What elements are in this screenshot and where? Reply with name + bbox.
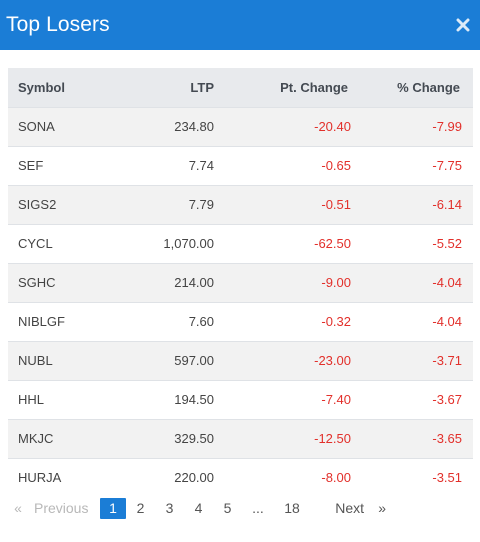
pt-change-cell: -0.51: [214, 185, 351, 224]
modal-title: Top Losers: [6, 13, 110, 37]
ltp-cell: 220.00: [136, 458, 214, 497]
table-row[interactable]: SIGS2 7.79 -0.51 -6.14: [8, 185, 473, 224]
previous-button[interactable]: Previous: [28, 498, 100, 519]
pt-change-cell: -7.40: [214, 380, 351, 419]
column-header-ltp[interactable]: LTP: [136, 68, 214, 107]
table-row[interactable]: CYCL 1,070.00 -62.50 -5.52: [8, 224, 473, 263]
symbol-cell[interactable]: NUBL: [8, 341, 136, 380]
table-header-row: Symbol LTP Pt. Change % Change: [8, 68, 473, 107]
column-header-pt-change[interactable]: Pt. Change: [214, 68, 351, 107]
pct-change-cell: -3.65: [351, 419, 473, 458]
previous-arrow: «: [8, 498, 28, 519]
column-header-symbol[interactable]: Symbol: [8, 68, 136, 107]
pt-change-cell: -23.00: [214, 341, 351, 380]
symbol-cell[interactable]: CYCL: [8, 224, 136, 263]
close-icon: [456, 18, 470, 32]
pt-change-cell: -0.32: [214, 302, 351, 341]
pagination: « Previous 1 2 3 4 5 ... 18 Next »: [8, 496, 386, 520]
pct-change-cell: -3.67: [351, 380, 473, 419]
symbol-cell[interactable]: NIBLGF: [8, 302, 136, 341]
table-row[interactable]: HURJA 220.00 -8.00 -3.51: [8, 458, 473, 497]
ltp-cell: 7.79: [136, 185, 214, 224]
ltp-cell: 7.74: [136, 146, 214, 185]
symbol-cell[interactable]: SONA: [8, 107, 136, 146]
pt-change-cell: -8.00: [214, 458, 351, 497]
table-row[interactable]: MKJC 329.50 -12.50 -3.65: [8, 419, 473, 458]
page-button-5[interactable]: 5: [213, 498, 242, 519]
pct-change-cell: -7.99: [351, 107, 473, 146]
symbol-cell[interactable]: HHL: [8, 380, 136, 419]
next-button[interactable]: Next: [310, 498, 364, 519]
ltp-cell: 329.50: [136, 419, 214, 458]
pagination-ellipsis: ...: [242, 498, 274, 519]
symbol-cell[interactable]: SIGS2: [8, 185, 136, 224]
ltp-cell: 597.00: [136, 341, 214, 380]
pct-change-cell: -3.71: [351, 341, 473, 380]
pct-change-cell: -3.51: [351, 458, 473, 497]
losers-table-container: Symbol LTP Pt. Change % Change SONA 234.8…: [8, 68, 473, 497]
symbol-cell[interactable]: HURJA: [8, 458, 136, 497]
symbol-cell[interactable]: MKJC: [8, 419, 136, 458]
table-row[interactable]: HHL 194.50 -7.40 -3.67: [8, 380, 473, 419]
table-row[interactable]: NIBLGF 7.60 -0.32 -4.04: [8, 302, 473, 341]
symbol-cell[interactable]: SGHC: [8, 263, 136, 302]
page-button-3[interactable]: 3: [155, 498, 184, 519]
pct-change-cell: -6.14: [351, 185, 473, 224]
page-button-1[interactable]: 1: [100, 498, 126, 519]
symbol-cell[interactable]: SEF: [8, 146, 136, 185]
page-button-18[interactable]: 18: [274, 498, 310, 519]
pct-change-cell: -7.75: [351, 146, 473, 185]
pct-change-cell: -4.04: [351, 302, 473, 341]
pt-change-cell: -62.50: [214, 224, 351, 263]
losers-table: Symbol LTP Pt. Change % Change SONA 234.8…: [8, 68, 473, 497]
table-row[interactable]: NUBL 597.00 -23.00 -3.71: [8, 341, 473, 380]
ltp-cell: 1,070.00: [136, 224, 214, 263]
ltp-cell: 7.60: [136, 302, 214, 341]
table-row[interactable]: SONA 234.80 -20.40 -7.99: [8, 107, 473, 146]
table-row[interactable]: SGHC 214.00 -9.00 -4.04: [8, 263, 473, 302]
pt-change-cell: -20.40: [214, 107, 351, 146]
page-button-4[interactable]: 4: [184, 498, 213, 519]
pct-change-cell: -5.52: [351, 224, 473, 263]
pt-change-cell: -0.65: [214, 146, 351, 185]
table-row[interactable]: SEF 7.74 -0.65 -7.75: [8, 146, 473, 185]
pt-change-cell: -12.50: [214, 419, 351, 458]
page-button-2[interactable]: 2: [126, 498, 155, 519]
pct-change-cell: -4.04: [351, 263, 473, 302]
pt-change-cell: -9.00: [214, 263, 351, 302]
ltp-cell: 234.80: [136, 107, 214, 146]
ltp-cell: 214.00: [136, 263, 214, 302]
ltp-cell: 194.50: [136, 380, 214, 419]
close-button[interactable]: [454, 16, 472, 34]
modal-header: Top Losers: [0, 0, 480, 50]
column-header-pct-change[interactable]: % Change: [351, 68, 473, 107]
next-arrow[interactable]: »: [364, 498, 386, 519]
